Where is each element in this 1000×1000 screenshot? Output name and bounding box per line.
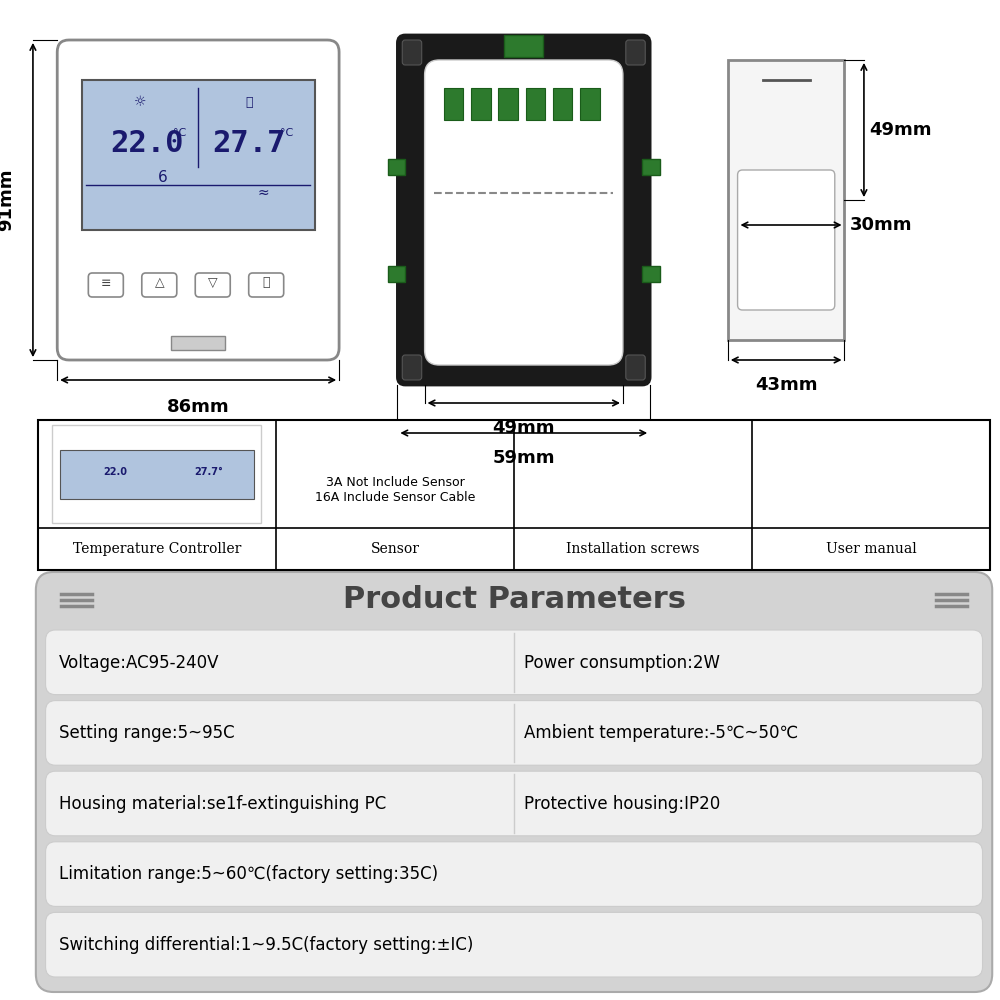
Text: User manual: User manual [826,542,917,556]
FancyBboxPatch shape [425,60,623,365]
Text: Setting range:5~95C: Setting range:5~95C [59,724,235,742]
Text: Installation screws: Installation screws [566,542,700,556]
Text: Sensor: Sensor [370,542,419,556]
Text: 59mm: 59mm [493,449,555,467]
Text: Ambient temperature:-5℃~50℃: Ambient temperature:-5℃~50℃ [524,724,798,742]
Text: 86mm: 86mm [167,398,229,416]
FancyBboxPatch shape [46,771,983,836]
Text: 27.7°: 27.7° [195,467,224,477]
Bar [171,336,225,350]
Bar [498,88,518,120]
FancyBboxPatch shape [397,35,650,385]
Bar [553,88,572,120]
Text: Temperature Controller: Temperature Controller [73,542,241,556]
FancyBboxPatch shape [36,572,992,992]
Bar [28,0,1000,420]
Bar [82,80,315,230]
Bar [471,88,491,120]
Text: °C: °C [280,127,293,137]
FancyBboxPatch shape [626,40,645,65]
FancyBboxPatch shape [249,273,284,297]
Text: 49mm: 49mm [493,419,555,437]
Bar [580,88,600,120]
Text: 27.7: 27.7 [213,128,286,157]
Text: 22.0: 22.0 [110,128,184,157]
Bar [642,159,660,175]
FancyBboxPatch shape [88,273,123,297]
FancyBboxPatch shape [57,40,339,360]
Bar [38,420,990,570]
Text: Housing material:se1f-extinguishing PC: Housing material:se1f-extinguishing PC [59,795,386,813]
FancyBboxPatch shape [402,40,422,65]
Text: ☼: ☼ [134,96,146,109]
Text: 43mm: 43mm [755,376,817,394]
Text: Protective housing:IP20: Protective housing:IP20 [524,795,720,813]
Text: 91mm: 91mm [0,169,15,231]
Text: ≡: ≡ [101,276,111,290]
Bar [52,425,261,523]
Text: 🕐: 🕐 [246,96,253,109]
Text: 30mm: 30mm [849,216,912,234]
Bar [728,60,844,340]
FancyBboxPatch shape [46,630,983,695]
Bar [60,450,254,498]
Bar [444,88,463,120]
Bar [504,35,543,57]
Text: Limitation range:5~60℃(factory setting:35C): Limitation range:5~60℃(factory setting:3… [59,865,438,883]
Text: ▽: ▽ [208,276,218,290]
Text: △: △ [154,276,164,290]
FancyBboxPatch shape [142,273,177,297]
FancyBboxPatch shape [402,355,422,380]
Text: ⏻: ⏻ [262,276,270,290]
Text: Voltage:AC95-240V: Voltage:AC95-240V [59,654,220,672]
FancyBboxPatch shape [46,912,983,977]
FancyBboxPatch shape [626,355,645,380]
Text: Switching differential:1~9.5C(factory setting:±IC): Switching differential:1~9.5C(factory se… [59,936,474,954]
Text: Product Parameters: Product Parameters [343,585,686,614]
Text: 6: 6 [158,170,168,185]
Text: °C: °C [173,127,186,137]
FancyBboxPatch shape [46,842,983,906]
Bar [526,88,545,120]
Text: ≈: ≈ [258,186,269,200]
Text: Power consumption:2W: Power consumption:2W [524,654,720,672]
FancyBboxPatch shape [738,170,835,310]
Bar [388,265,405,282]
Text: 49mm: 49mm [869,121,931,139]
Bar [388,159,405,175]
Text: 22.0: 22.0 [103,467,127,477]
FancyBboxPatch shape [195,273,230,297]
Bar [642,265,660,282]
Text: 3A Not Include Sensor
16A Include Sensor Cable: 3A Not Include Sensor 16A Include Sensor… [315,476,475,504]
FancyBboxPatch shape [46,701,983,765]
